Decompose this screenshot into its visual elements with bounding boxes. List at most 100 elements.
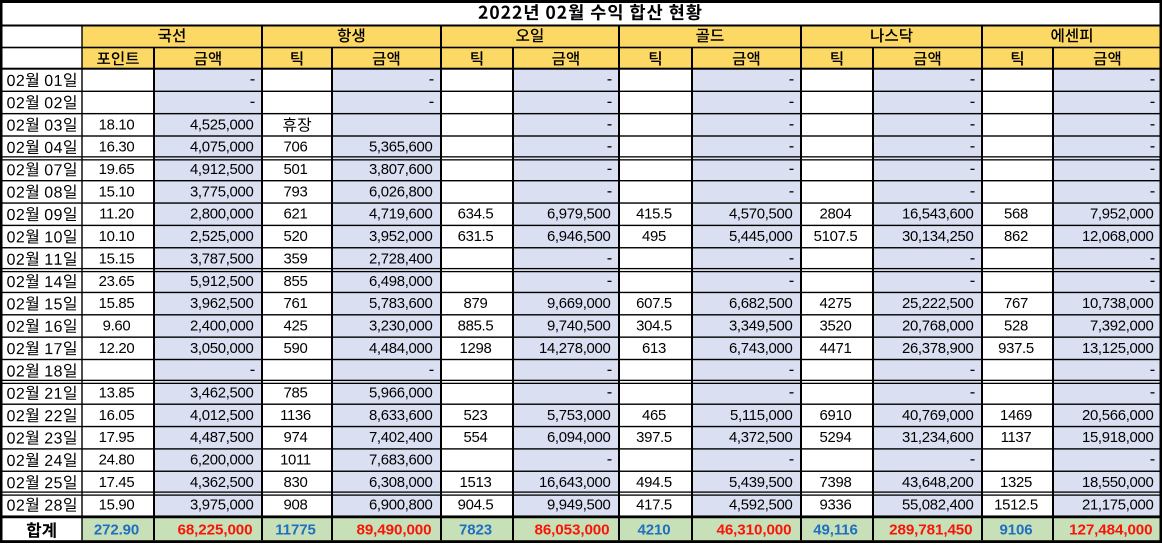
svg-text:-: - [789, 160, 794, 178]
svg-text:-: - [789, 384, 794, 402]
svg-text:43,648,200: 43,648,200 [902, 475, 974, 491]
svg-text:4275: 4275 [820, 296, 852, 312]
svg-text:-: - [607, 249, 612, 267]
svg-text:4,525,000: 4,525,000 [190, 117, 254, 133]
svg-text:7398: 7398 [820, 475, 852, 491]
svg-text:6,498,000: 6,498,000 [369, 274, 433, 290]
svg-text:9106: 9106 [1000, 522, 1033, 539]
svg-text:15.90: 15.90 [99, 497, 135, 513]
svg-text:6910: 6910 [820, 408, 852, 424]
svg-text:-: - [429, 361, 434, 379]
svg-text:-: - [1150, 384, 1155, 402]
svg-text:15,918,000: 15,918,000 [1082, 430, 1154, 446]
svg-text:-: - [970, 361, 975, 379]
svg-text:1136: 1136 [280, 408, 311, 424]
svg-text:46,310,000: 46,310,000 [716, 522, 791, 539]
svg-text:49,116: 49,116 [813, 522, 857, 539]
svg-text:-: - [789, 182, 794, 200]
svg-text:6,743,000: 6,743,000 [729, 341, 793, 357]
svg-text:5,783,600: 5,783,600 [369, 296, 433, 312]
svg-text:3,962,500: 3,962,500 [190, 296, 254, 312]
svg-text:-: - [250, 361, 255, 379]
svg-text:-: - [607, 160, 612, 178]
svg-text:7,683,600: 7,683,600 [369, 453, 433, 469]
svg-text:3,975,000: 3,975,000 [190, 497, 254, 513]
svg-text:-: - [970, 272, 975, 290]
svg-text:-: - [970, 182, 975, 200]
svg-text:5294: 5294 [820, 430, 852, 446]
svg-text:520: 520 [284, 229, 308, 245]
svg-text:3,807,600: 3,807,600 [369, 162, 433, 178]
svg-text:-: - [429, 71, 434, 89]
svg-text:-: - [970, 138, 975, 156]
svg-text:3,462,500: 3,462,500 [190, 386, 254, 402]
svg-text:16,543,600: 16,543,600 [902, 207, 974, 223]
svg-text:-: - [607, 182, 612, 200]
svg-text:3520: 3520 [820, 319, 852, 335]
svg-text:55,082,400: 55,082,400 [902, 497, 974, 513]
svg-text:7823: 7823 [459, 522, 492, 539]
svg-text:494.5: 494.5 [636, 475, 672, 491]
svg-text:631.5: 631.5 [458, 229, 494, 245]
svg-text:15.85: 15.85 [99, 296, 135, 312]
svg-text:6,979,500: 6,979,500 [547, 207, 611, 223]
svg-text:4,372,500: 4,372,500 [729, 430, 793, 446]
svg-text:-: - [1150, 115, 1155, 133]
svg-text:9,669,000: 9,669,000 [547, 296, 611, 312]
svg-text:-: - [970, 93, 975, 111]
svg-text:-: - [1150, 272, 1155, 290]
svg-text:554: 554 [464, 430, 488, 446]
svg-text:4,592,500: 4,592,500 [729, 497, 793, 513]
svg-text:830: 830 [284, 475, 308, 491]
svg-text:-: - [607, 272, 612, 290]
svg-text:613: 613 [642, 341, 666, 357]
svg-text:568: 568 [1004, 207, 1028, 223]
svg-text:634.5: 634.5 [458, 207, 494, 223]
svg-text:-: - [789, 451, 794, 469]
svg-text:21,175,000: 21,175,000 [1082, 497, 1154, 513]
svg-text:5,365,600: 5,365,600 [369, 140, 433, 156]
svg-text:3,775,000: 3,775,000 [190, 184, 254, 200]
svg-text:4,912,500: 4,912,500 [190, 162, 254, 178]
svg-text:3,230,000: 3,230,000 [369, 319, 433, 335]
svg-text:13,125,000: 13,125,000 [1082, 341, 1154, 357]
svg-text:5,115,000: 5,115,000 [730, 408, 792, 424]
svg-text:1512.5: 1512.5 [994, 497, 1038, 513]
svg-text:528: 528 [1004, 319, 1028, 335]
svg-text:23.65: 23.65 [99, 274, 135, 290]
svg-text:-: - [607, 71, 612, 89]
svg-text:6,308,000: 6,308,000 [369, 475, 433, 491]
svg-text:-: - [607, 384, 612, 402]
svg-text:10.10: 10.10 [99, 229, 135, 245]
svg-text:16,643,000: 16,643,000 [539, 475, 611, 491]
svg-text:501: 501 [284, 162, 308, 178]
svg-text:11775: 11775 [275, 522, 315, 539]
svg-text:-: - [1150, 249, 1155, 267]
svg-text:86,053,000: 86,053,000 [534, 522, 609, 539]
svg-text:-: - [789, 71, 794, 89]
svg-text:5,445,000: 5,445,000 [729, 229, 793, 245]
svg-text:17.95: 17.95 [99, 430, 135, 446]
svg-text:9.60: 9.60 [103, 319, 131, 335]
svg-text:397.5: 397.5 [636, 430, 672, 446]
svg-text:-: - [607, 361, 612, 379]
svg-text:6,200,000: 6,200,000 [190, 453, 254, 469]
svg-text:24.80: 24.80 [99, 453, 135, 469]
svg-text:425: 425 [284, 319, 308, 335]
svg-text:6,026,800: 6,026,800 [369, 184, 433, 200]
svg-text:-: - [970, 249, 975, 267]
svg-text:-: - [789, 249, 794, 267]
svg-text:359: 359 [284, 251, 308, 267]
svg-text:-: - [250, 93, 255, 111]
svg-text:1325: 1325 [1000, 475, 1032, 491]
svg-text:11.20: 11.20 [99, 207, 134, 223]
svg-text:879: 879 [464, 296, 488, 312]
svg-text:4,487,500: 4,487,500 [190, 430, 254, 446]
svg-text:-: - [789, 138, 794, 156]
svg-text:6,094,000: 6,094,000 [547, 430, 611, 446]
svg-text:-: - [970, 160, 975, 178]
svg-text:706: 706 [284, 140, 308, 156]
svg-text:4471: 4471 [820, 341, 852, 357]
svg-text:1011: 1011 [280, 453, 311, 469]
svg-text:304.5: 304.5 [636, 319, 672, 335]
